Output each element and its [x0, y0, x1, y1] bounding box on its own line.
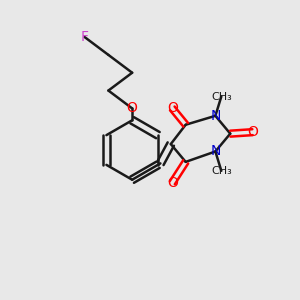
Text: O: O: [167, 176, 178, 190]
Text: N: N: [210, 109, 220, 123]
Text: N: N: [210, 145, 220, 158]
Text: O: O: [167, 101, 178, 116]
Text: F: F: [81, 30, 88, 44]
Text: O: O: [247, 125, 258, 139]
Text: O: O: [127, 101, 138, 116]
Text: CH₃: CH₃: [211, 92, 232, 101]
Text: CH₃: CH₃: [211, 166, 232, 176]
